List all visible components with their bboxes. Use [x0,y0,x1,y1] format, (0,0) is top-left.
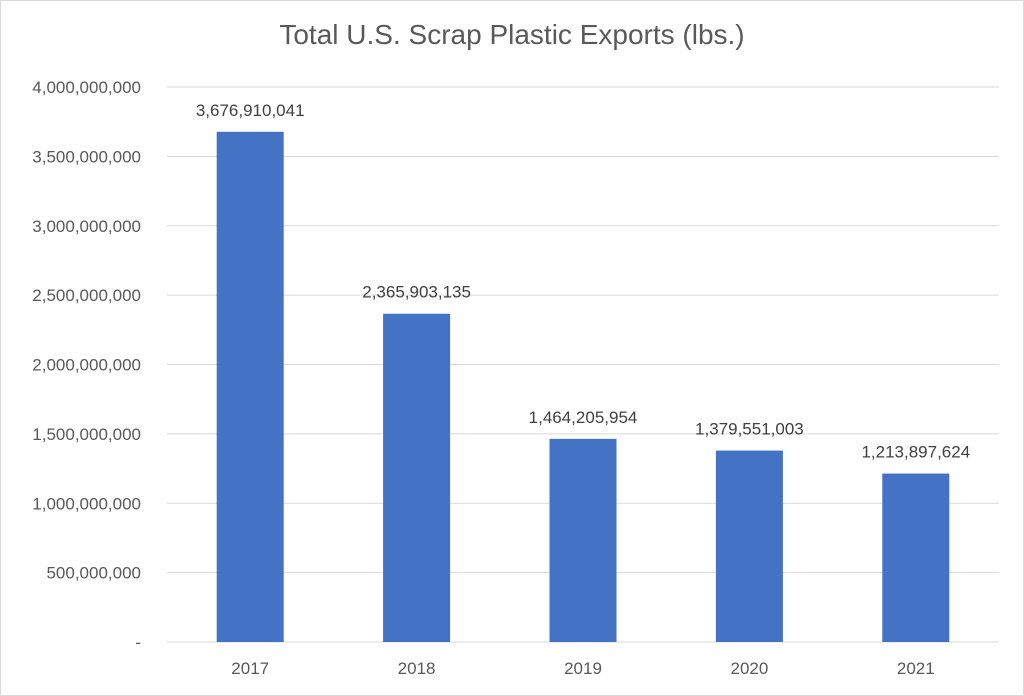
x-tick-label: 2017 [231,659,269,678]
data-label-2020: 1,379,551,003 [695,420,804,439]
data-labels: 3,676,910,041 2,365,903,135 1,464,205,954 1… [196,101,970,462]
bar-2019 [549,438,617,642]
y-tick-label: 1,000,000,000 [32,494,141,513]
bar-2018 [383,313,451,642]
y-tick-label: 500,000,000 [46,564,141,583]
y-axis-ticks: - 500,000,000 1,000,000,000 1,500,000,000 2,… [32,78,141,652]
bar-2021 [882,473,950,642]
y-tick-label: 2,000,000,000 [32,356,141,375]
bar-2020 [715,450,783,642]
y-tick-label: 3,000,000,000 [32,217,141,236]
data-label-2021: 1,213,897,624 [861,443,970,462]
x-tick-label: 2018 [398,659,436,678]
x-axis-ticks: 2017 2018 2019 2020 2021 [231,659,934,678]
y-tick-label: 1,500,000,000 [32,425,141,444]
x-tick-label: 2021 [897,659,935,678]
bars [216,131,950,642]
y-tick-label: 4,000,000,000 [32,78,141,97]
data-label-2018: 2,365,903,135 [362,283,471,302]
y-tick-label: - [135,633,141,652]
x-tick-label: 2019 [564,659,602,678]
y-tick-label: 2,500,000,000 [32,286,141,305]
bar-2017 [216,131,284,642]
data-label-2017: 3,676,910,041 [196,101,305,120]
chart-title: Total U.S. Scrap Plastic Exports (lbs.) [279,19,745,50]
data-label-2019: 1,464,205,954 [529,408,638,427]
y-tick-label: 3,500,000,000 [32,147,141,166]
x-tick-label: 2020 [730,659,768,678]
